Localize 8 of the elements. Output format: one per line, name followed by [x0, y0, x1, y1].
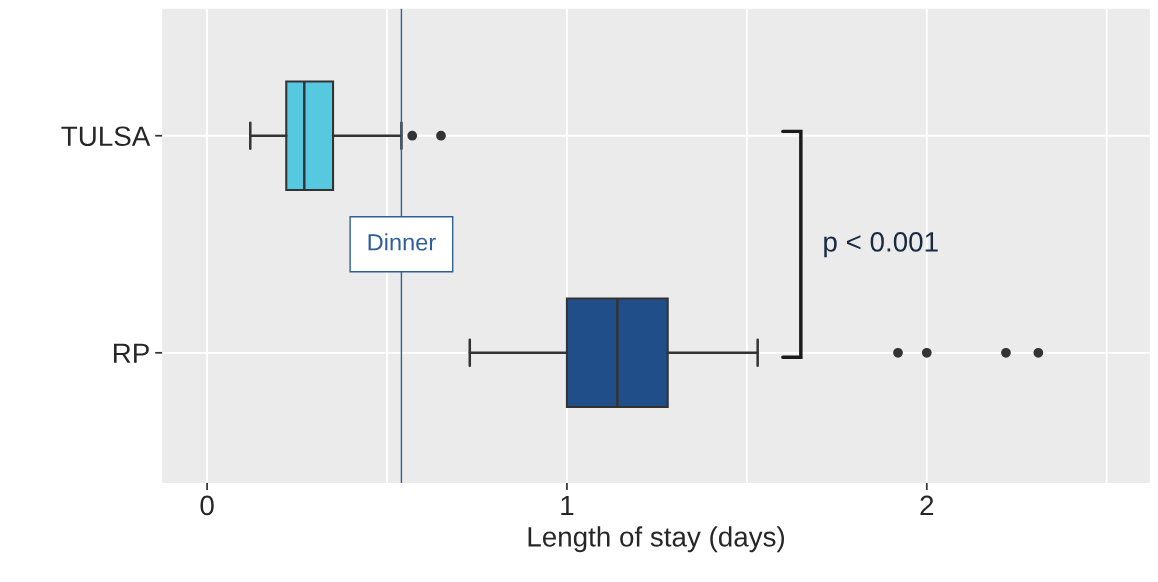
ref-line-label: Dinner — [368, 233, 436, 251]
x-tick-label: 1 — [561, 495, 574, 515]
annotation: p < 0.001 — [824, 232, 938, 258]
y-tick-label: RP — [114, 343, 149, 363]
x-axis-title: Length of stay (days) — [528, 526, 784, 553]
x-tick-label: 0 — [200, 495, 214, 516]
x-tick-label: 2 — [920, 495, 934, 515]
y-tick-label: TULSA — [61, 126, 151, 147]
